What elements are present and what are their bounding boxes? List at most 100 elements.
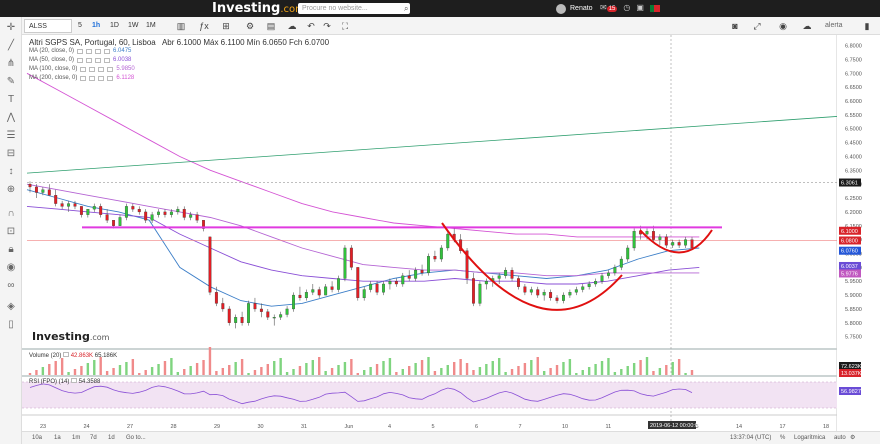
text-tool-icon[interactable]: T <box>7 94 15 105</box>
volume-bar <box>491 361 494 375</box>
volume-bar <box>523 363 527 375</box>
layers-icon[interactable]: ◈ <box>7 301 15 312</box>
rsi-settings-icon[interactable] <box>71 378 78 383</box>
volume-bar <box>414 363 417 375</box>
fullscreen-expand-icon[interactable]: ⤢ <box>753 21 761 31</box>
range-10y[interactable]: 10a <box>32 435 43 441</box>
price-axis[interactable]: 6.8000 6.7500 6.7000 6.6500 6.6000 6.5500 6.50… <box>837 35 880 444</box>
user-menu[interactable]: Renato <box>556 3 593 14</box>
ma-settings-icon[interactable] <box>86 49 93 54</box>
time-tick: 23 <box>40 424 46 430</box>
settings-gear-icon[interactable]: ⚙ <box>850 435 856 441</box>
time-axis[interactable]: 23242728293031Jun4567101112131417182019-… <box>40 421 829 430</box>
timeframe-5m[interactable]: 5 <box>78 22 82 29</box>
ma-settings-icon[interactable] <box>80 76 87 81</box>
redo-icon[interactable]: ↷ <box>323 21 331 31</box>
investing-logo[interactable]: Investing.com <box>212 1 305 16</box>
ma-settings-icon[interactable] <box>77 58 84 63</box>
portfolio-icon[interactable]: ▣ <box>636 3 644 12</box>
volume-bar <box>60 358 64 375</box>
price-tag <box>839 269 861 278</box>
undo-icon[interactable]: ↶ <box>307 21 315 31</box>
alarm-icon[interactable]: ◷ <box>623 3 631 12</box>
compare-icon[interactable]: ⊞ <box>222 21 230 31</box>
search-icon[interactable]: ⌕ <box>404 4 409 13</box>
zoom-icon[interactable]: ⊕ <box>6 184 16 195</box>
range-1m[interactable]: 1m <box>72 435 81 441</box>
ma-legend-row[interactable]: MA (20, close, 0) 6.0475 <box>29 47 329 56</box>
ma-legend-row[interactable]: MA (100, close, 0) 5.9850 <box>29 65 329 74</box>
ma-settings-icon[interactable] <box>89 67 96 72</box>
candle <box>182 208 186 218</box>
volume-bar <box>465 363 469 375</box>
magnet-icon[interactable]: ∩ <box>7 208 15 219</box>
candles-type-icon[interactable]: ▥ <box>176 21 186 31</box>
candle <box>105 214 109 221</box>
pitchfork-icon[interactable]: ⋔ <box>6 58 16 69</box>
volume-bar <box>176 372 180 375</box>
ma-settings-icon[interactable] <box>86 58 93 63</box>
pattern-icon[interactable]: ⋀ <box>6 112 16 123</box>
candle <box>144 211 148 221</box>
range-7d[interactable]: 7d <box>90 435 97 441</box>
log-scale-toggle[interactable]: Logarítmica <box>794 435 826 441</box>
candle <box>362 289 366 299</box>
ma-settings-icon[interactable] <box>98 76 105 81</box>
brush-icon[interactable]: ✎ <box>6 76 16 87</box>
arrow-icon[interactable]: ↕ <box>8 166 14 177</box>
ma-settings-icon[interactable] <box>104 58 111 63</box>
chart-toolbar: ALSS 5 1h 1D 1W 1M ▥ ƒx ⊞ ⚙ ▤ ☁ ↶ ↷ ⛶ ◙ … <box>0 17 880 35</box>
close-panel-icon[interactable]: ▮ <box>864 21 870 31</box>
ma-settings-icon[interactable] <box>95 49 102 54</box>
candle <box>684 239 688 246</box>
trash-icon[interactable]: ▯ <box>8 319 14 330</box>
load-layout-icon[interactable]: ☁ <box>287 21 297 31</box>
measure-icon[interactable]: ⊟ <box>6 148 16 159</box>
indicator-tag <box>839 369 861 377</box>
fullscreen-icon[interactable]: ⛶ <box>341 21 349 31</box>
ma-settings-icon[interactable] <box>77 49 84 54</box>
lock-icon[interactable]: 🔒︎ <box>8 244 14 255</box>
price-chart[interactable]: 6.8000 6.7500 6.7000 6.6500 6.6000 6.5500 6.50… <box>22 35 880 444</box>
ma-settings-icon[interactable] <box>95 58 102 63</box>
alert-label[interactable]: alerta <box>825 22 843 29</box>
candle <box>382 283 385 293</box>
candle <box>465 250 469 279</box>
link-icon[interactable]: ∞ <box>7 280 15 291</box>
range-1y[interactable]: 1a <box>54 435 61 441</box>
candle <box>568 292 572 296</box>
ma-settings-icon[interactable] <box>98 67 105 72</box>
notifications-icon[interactable]: ✉ 15 <box>600 3 618 12</box>
timeframe-1d[interactable]: 1D <box>110 22 119 29</box>
cloud-icon[interactable]: ☁ <box>802 21 812 31</box>
percent-scale-toggle[interactable]: % <box>780 435 786 441</box>
symbol-search-input[interactable]: ALSS <box>24 19 72 33</box>
lock-drawings-icon[interactable]: ⊡ <box>6 226 16 237</box>
auto-scale-toggle[interactable]: auto <box>834 435 846 441</box>
timeframe-1w[interactable]: 1W <box>128 22 139 29</box>
go-to-date-button[interactable]: Go to... <box>126 435 146 441</box>
volume-settings-icon[interactable] <box>63 352 70 357</box>
fibonacci-icon[interactable]: ☰ <box>6 130 16 141</box>
timeframe-1m[interactable]: 1M <box>146 22 156 29</box>
portugal-flag-icon[interactable] <box>649 5 660 12</box>
save-layout-icon[interactable]: ▤ <box>266 21 276 31</box>
crosshair-icon[interactable]: ✛ <box>6 22 16 33</box>
ma-legend-row[interactable]: MA (50, close, 0) 6.0038 <box>29 56 329 65</box>
ma-settings-icon[interactable] <box>80 67 87 72</box>
trend-line-icon[interactable]: ╱ <box>7 40 15 51</box>
ma-settings-icon[interactable] <box>104 49 111 54</box>
indicators-icon[interactable]: ƒx <box>199 21 209 31</box>
ma-settings-icon[interactable] <box>89 76 96 81</box>
visibility-eye-icon[interactable]: ◉ <box>6 262 16 273</box>
volume-bar <box>202 360 205 375</box>
eye-icon[interactable]: ◉ <box>779 21 787 31</box>
ma-settings-icon[interactable] <box>107 76 114 81</box>
site-search-input[interactable]: Procure no website... <box>298 3 410 14</box>
timeframe-1h[interactable]: 1h <box>92 22 101 29</box>
range-1d[interactable]: 1d <box>108 435 115 441</box>
ma-settings-icon[interactable] <box>107 67 114 72</box>
settings-gear-icon[interactable]: ⚙ <box>245 21 255 31</box>
ma-legend-row[interactable]: MA (200, close, 0) 6.1128 <box>29 74 329 83</box>
camera-icon[interactable]: ◙ <box>732 21 738 31</box>
